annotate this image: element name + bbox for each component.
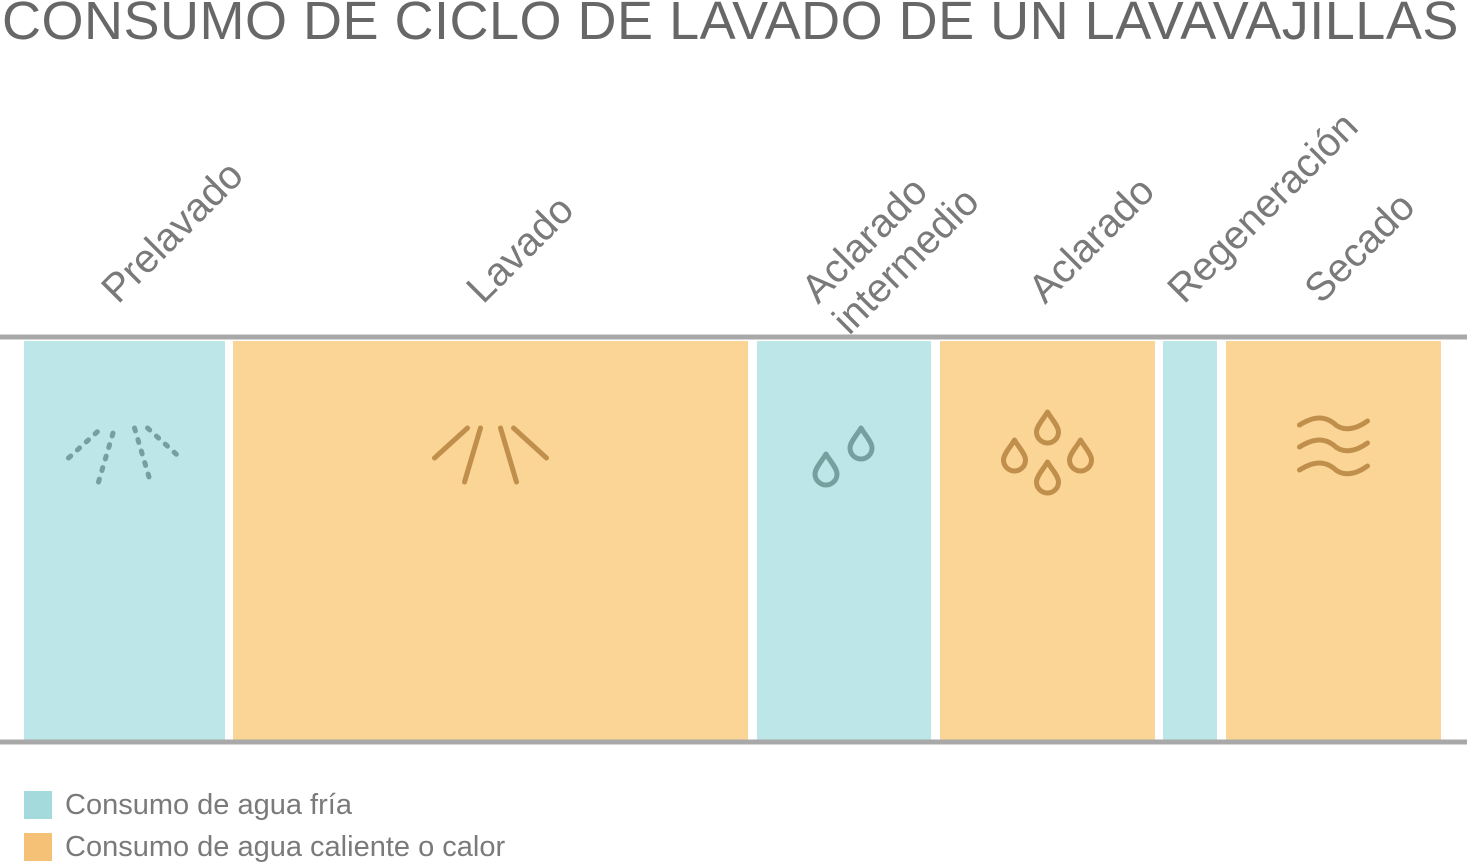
- stage-band-aclarado: [940, 341, 1155, 740]
- legend-label-hot: Consumo de agua caliente o calor: [65, 830, 506, 863]
- legend-item-cold: Consumo de agua fría: [24, 784, 505, 826]
- four-drops-icon: [1001, 409, 1094, 496]
- legend-item-hot: Consumo de agua caliente o calor: [24, 826, 505, 868]
- spray-dotted-icon: [66, 425, 183, 485]
- stage-icons: [66, 409, 1370, 496]
- spray-icon: [432, 425, 549, 485]
- wash-cycle-diagram: Prelavado Lavado Aclaradointermedio Aclarad…: [0, 104, 1467, 745]
- stage-label-secado: Secado: [1296, 184, 1423, 311]
- stage-label-aclarado: Aclarado: [1020, 169, 1163, 312]
- stage-band-prelavado: [24, 341, 225, 740]
- stage-band-regeneracion: [1163, 341, 1217, 740]
- stage-band-secado: [1226, 341, 1441, 740]
- legend: Consumo de agua fría Consumo de agua cal…: [24, 784, 505, 868]
- stage-label-lavado: Lavado: [458, 187, 582, 311]
- diagram-title: CONSUMO DE CICLO DE LAVADO DE UN LAVAVAJ…: [2, 0, 1459, 51]
- legend-swatch-cold: [24, 791, 52, 819]
- two-drops-icon: [812, 425, 875, 488]
- stage-label-aclarado-intermedio: Aclaradointermedio: [793, 148, 987, 342]
- stage-label-prelavado: Prelavado: [93, 153, 251, 311]
- legend-swatch-hot: [24, 833, 52, 861]
- heat-waves-icon: [1297, 415, 1370, 477]
- stage-band-aclarado-intermedio: [757, 341, 931, 740]
- stage-bands: [24, 341, 1441, 740]
- stage-band-lavado: [233, 341, 748, 740]
- legend-label-cold: Consumo de agua fría: [65, 788, 352, 821]
- stage-labels: Prelavado Lavado Aclaradointermedio Aclarad…: [93, 104, 1423, 342]
